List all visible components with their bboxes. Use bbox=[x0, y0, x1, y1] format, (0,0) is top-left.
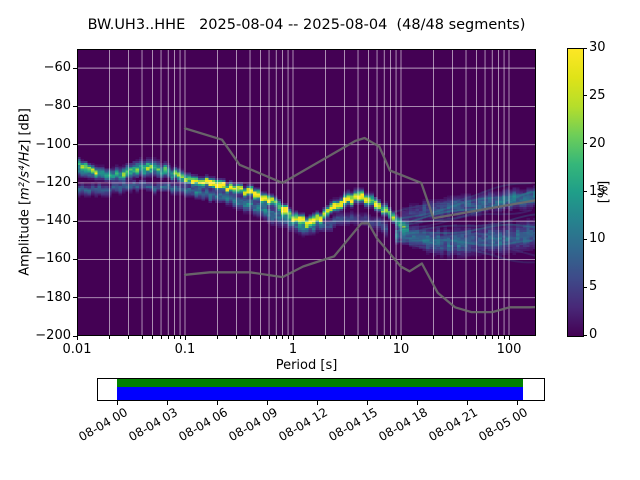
x-minor-tick bbox=[367, 336, 369, 339]
y-major-tick bbox=[73, 182, 77, 184]
timeline-tick bbox=[217, 401, 218, 405]
x-minor-tick bbox=[376, 336, 378, 339]
y-tick-label: −180 bbox=[35, 289, 71, 305]
y-major-tick bbox=[73, 105, 77, 107]
x-minor-tick bbox=[484, 336, 486, 339]
plot-title: BW.UH3..HHE 2025-08-04 -- 2025-08-04 (48… bbox=[87, 17, 526, 33]
x-minor-tick bbox=[174, 336, 176, 339]
colorbar-tick bbox=[583, 191, 587, 192]
x-minor-tick bbox=[325, 336, 326, 339]
x-minor-tick bbox=[109, 336, 110, 339]
colorbar-tick-label: 15 bbox=[589, 183, 606, 199]
colorbar-tick-label: 5 bbox=[589, 279, 598, 295]
x-minor-tick bbox=[465, 336, 467, 339]
y-tick-label: −160 bbox=[35, 251, 71, 267]
x-minor-tick bbox=[236, 336, 238, 339]
x-minor-tick bbox=[503, 336, 505, 339]
x-axis-label: Period [s] bbox=[275, 358, 338, 373]
colorbar-tick-label: 10 bbox=[589, 231, 606, 247]
colorbar-tick bbox=[583, 286, 587, 288]
x-minor-tick bbox=[268, 336, 270, 339]
x-major-tick bbox=[76, 336, 78, 340]
timeline-tick bbox=[317, 401, 318, 405]
x-minor-tick bbox=[491, 336, 493, 339]
timeline-processed-bar bbox=[117, 379, 523, 387]
colorbar-tick-label: 20 bbox=[589, 135, 606, 151]
y-major-tick bbox=[73, 220, 77, 222]
x-minor-tick bbox=[475, 336, 477, 339]
colorbar-tick bbox=[583, 47, 587, 49]
x-tick-label: 10 bbox=[392, 342, 410, 357]
x-tick-label: 100 bbox=[496, 342, 522, 357]
x-minor-tick bbox=[249, 336, 251, 339]
x-minor-tick bbox=[160, 336, 162, 339]
timeline-tick bbox=[467, 401, 468, 405]
x-minor-tick bbox=[217, 336, 218, 339]
x-minor-tick bbox=[287, 336, 289, 339]
colorbar-tick bbox=[583, 238, 587, 240]
x-major-tick bbox=[508, 336, 510, 340]
x-minor-tick bbox=[344, 336, 346, 339]
x-minor-tick bbox=[357, 336, 359, 339]
x-tick-label: 0.1 bbox=[174, 342, 196, 357]
timeline-tick bbox=[267, 401, 268, 405]
x-major-tick bbox=[184, 336, 186, 340]
x-tick-label: 1 bbox=[288, 342, 298, 357]
y-tick-label: −60 bbox=[43, 60, 71, 76]
y-tick-label: −140 bbox=[35, 213, 71, 229]
colorbar-tick bbox=[583, 334, 587, 336]
x-minor-tick bbox=[383, 336, 385, 339]
y-tick-label: −80 bbox=[43, 98, 71, 114]
timeline-tick bbox=[417, 401, 418, 405]
timeline-tick bbox=[167, 401, 168, 405]
x-major-tick bbox=[292, 336, 294, 340]
x-minor-tick bbox=[395, 336, 397, 339]
y-major-tick bbox=[73, 258, 77, 260]
x-minor-tick bbox=[179, 336, 181, 339]
colorbar-tick-label: 0 bbox=[589, 327, 598, 342]
y-major-tick bbox=[73, 67, 77, 69]
x-major-tick bbox=[400, 336, 402, 340]
timeline-tick bbox=[367, 401, 368, 405]
x-tick-label: 0.01 bbox=[62, 342, 92, 357]
y-tick-label: −200 bbox=[35, 328, 71, 343]
x-minor-tick bbox=[390, 336, 392, 339]
colorbar-tick bbox=[583, 143, 587, 145]
x-minor-tick bbox=[259, 336, 261, 339]
x-minor-tick bbox=[167, 336, 169, 339]
y-tick-label: −120 bbox=[35, 174, 71, 190]
x-minor-tick bbox=[498, 336, 500, 339]
colorbar-tick-label: 30 bbox=[589, 40, 606, 55]
colorbar bbox=[567, 48, 584, 337]
x-minor-tick bbox=[128, 336, 130, 339]
x-minor-tick bbox=[141, 336, 143, 339]
ppsd-heatmap bbox=[77, 49, 536, 336]
x-minor-tick bbox=[282, 336, 284, 339]
y-major-tick bbox=[73, 297, 77, 299]
timeline-tick bbox=[517, 401, 518, 405]
x-minor-tick bbox=[151, 336, 153, 339]
x-minor-tick bbox=[275, 336, 277, 339]
x-minor-tick bbox=[452, 336, 454, 339]
colorbar-tick bbox=[583, 95, 587, 97]
y-axis-label-units: m²/s⁴/Hz bbox=[17, 144, 33, 200]
colorbar-tick-label: 25 bbox=[589, 87, 606, 103]
y-major-tick bbox=[73, 144, 77, 146]
timeline-tick bbox=[117, 401, 118, 405]
timeline-data-bar bbox=[117, 386, 523, 400]
x-minor-tick bbox=[433, 336, 434, 339]
y-tick-label: −100 bbox=[35, 136, 71, 152]
y-major-tick bbox=[73, 335, 77, 337]
